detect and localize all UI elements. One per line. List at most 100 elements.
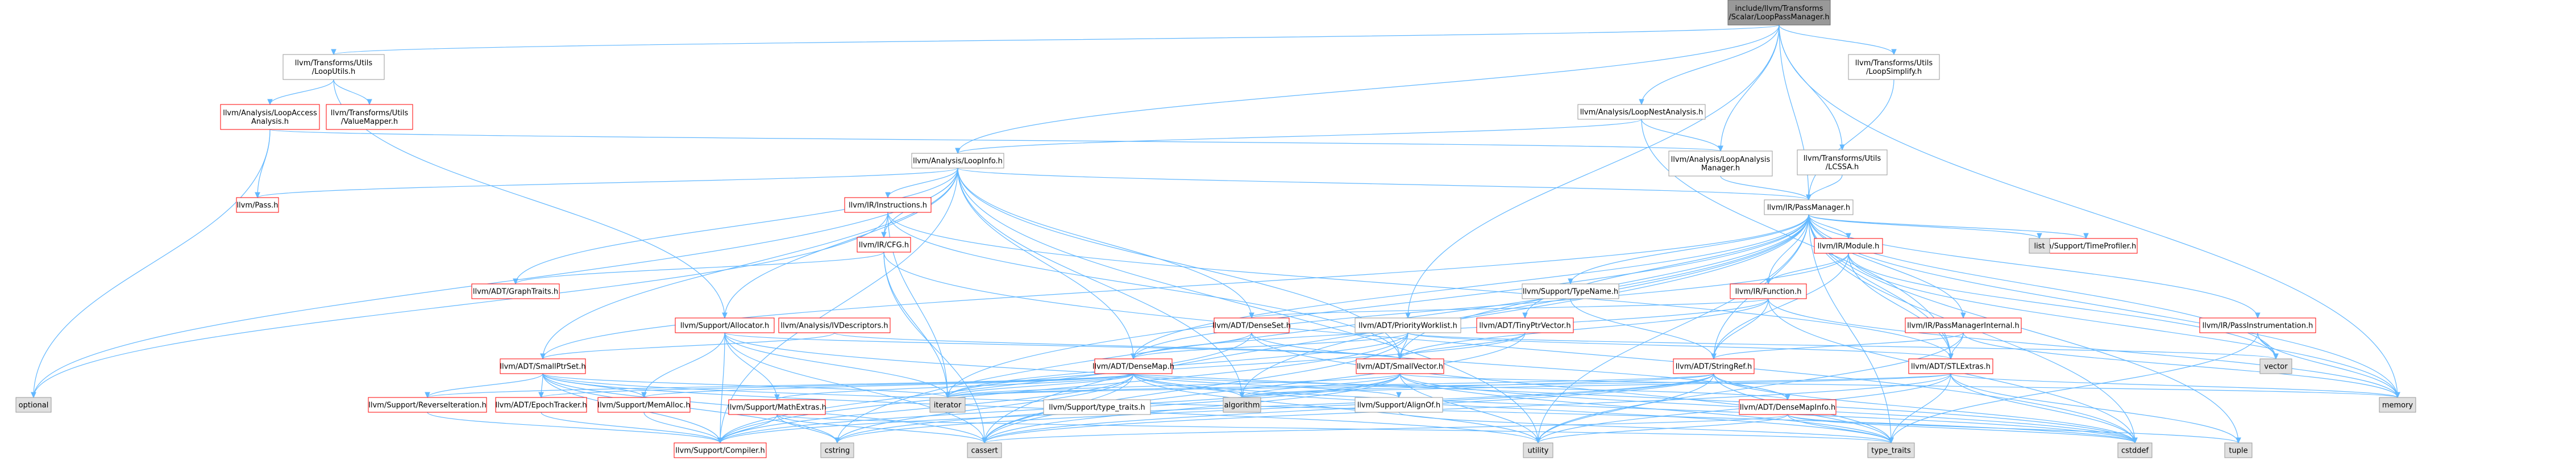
node-epochtracker[interactable]: llvm/ADT/EpochTracker.h (495, 397, 587, 413)
node-graphtraits[interactable]: llvm/ADT/GraphTraits.h (471, 283, 560, 299)
edge-densemap-to-cstddef (1133, 373, 2138, 444)
node-label-loopnest-0: llvm/Analysis/LoopNestAnalysis.h (1580, 108, 1704, 117)
node-tuple[interactable]: tuple (2224, 442, 2253, 458)
node-allocator[interactable]: llvm/Support/Allocator.h (675, 317, 775, 333)
node-tinyptrvector[interactable]: llvm/ADT/TinyPtrVector.h (1476, 317, 1574, 333)
node-compiler[interactable]: llvm/Support/Compiler.h (674, 442, 767, 458)
node-label-module-0: llvm/IR/Module.h (1818, 242, 1880, 251)
edge-root-to-memory (1779, 24, 2400, 399)
edge-densemap-to-mathextras (774, 373, 1134, 401)
node-label-epochtracker-0: llvm/ADT/EpochTracker.h (495, 401, 587, 410)
node-label-cstring-0: cstring (825, 447, 850, 455)
node-label-denseset-0: llvm/ADT/DenseSet.h (1212, 322, 1291, 330)
node-label-ivdescriptors-0: llvm/Analysis/IVDescriptors.h (780, 322, 888, 330)
edge-stlextras-to-algorithm (1239, 373, 1951, 399)
node-label-looputils-1: /LoopUtils.h (312, 68, 356, 76)
node-cstddef[interactable]: cstddef (2117, 442, 2153, 458)
node-smallptrset[interactable]: llvm/ADT/SmallPtrSet.h (500, 358, 586, 374)
edge-loopinfo-to-optional (31, 168, 958, 399)
edge-stringref-to-algorithm (1239, 373, 1714, 399)
node-mathextras[interactable]: llvm/Support/MathExtras.h (728, 399, 826, 415)
node-cfg[interactable]: llvm/IR/CFG.h (857, 237, 911, 253)
node-densemap[interactable]: llvm/ADT/DenseMap.h (1092, 358, 1174, 374)
node-label-stlextras-0: llvm/ADT/STLExtras.h (1911, 363, 1991, 371)
edge-root-to-loopanalysismgr (1718, 24, 1780, 152)
node-list[interactable]: list (2029, 238, 2050, 254)
edge-passmanager-to-list (1808, 214, 2042, 240)
node-label-valuemapper-1: /ValueMapper.h (341, 118, 398, 126)
node-label-lcssa-0: llvm/Transforms/Utils (1804, 154, 1881, 163)
node-root[interactable]: include/llvm/Transforms/Scalar/LoopPassM… (1727, 0, 1831, 26)
node-label-timeprofiler-0: llvm/Support/TimeProfiler.h (2036, 242, 2137, 251)
node-label-compiler-0: llvm/Support/Compiler.h (675, 447, 765, 455)
edge-lcssa-to-passmanager (1806, 174, 1843, 201)
node-alignof[interactable]: llvm/Support/AlignOf.h (1355, 397, 1443, 413)
node-passmanager[interactable]: llvm/IR/PassManager.h (1764, 199, 1854, 215)
node-instructions[interactable]: llvm/IR/Instructions.h (844, 197, 932, 213)
node-cstring[interactable]: cstring (820, 442, 854, 458)
node-label-loopaccess-1: Analysis.h (251, 118, 289, 126)
node-loopsimplify[interactable]: llvm/Transforms/Utils/LoopSimplify.h (1848, 54, 1940, 80)
node-typename[interactable]: llvm/Support/TypeName.h (1522, 283, 1619, 299)
node-ivdescriptors[interactable]: llvm/Analysis/IVDescriptors.h (778, 317, 891, 333)
node-stringref[interactable]: llvm/ADT/StringRef.h (1673, 358, 1755, 374)
node-reverseiteration[interactable]: llvm/Support/ReverseIteration.h (368, 397, 487, 413)
node-label-loopanalysismgr-0: llvm/Analysis/LoopAnalysis (1671, 156, 1771, 164)
node-vector[interactable]: vector (2259, 358, 2292, 374)
node-label-memory-0: memory (2382, 401, 2413, 410)
node-stlextras[interactable]: llvm/ADT/STLExtras.h (1908, 358, 1993, 374)
node-optional[interactable]: optional (15, 397, 52, 413)
node-looputils[interactable]: llvm/Transforms/Utils/LoopUtils.h (282, 54, 385, 80)
edge-tinyptrvector-to-smallvector (1397, 332, 1526, 360)
node-label-densemapinfo-0: llvm/ADT/DenseMapInfo.h (1740, 404, 1835, 412)
node-memalloc[interactable]: llvm/Support/MemAlloc.h (597, 397, 691, 413)
edge-passmanager-to-timeprofiler (1808, 214, 2089, 240)
node-smallvector[interactable]: llvm/ADT/SmallVector.h (1356, 358, 1444, 374)
node-module[interactable]: llvm/IR/Module.h (1814, 238, 1883, 254)
node-algorithm[interactable]: algorithm (1223, 397, 1261, 413)
node-label-pass-0: llvm/Pass.h (236, 202, 278, 210)
node-passmanagerinternal[interactable]: llvm/IR/PassManagerInternal.h (1905, 317, 2022, 333)
edge-passmanager-to-passinstrumentation (1808, 214, 2261, 319)
node-pass[interactable]: llvm/Pass.h (236, 197, 279, 213)
node-utility[interactable]: utility (1523, 442, 1553, 458)
node-cassert[interactable]: cassert (967, 442, 1002, 458)
edge-passmanager-to-module (1808, 214, 1851, 240)
node-function[interactable]: llvm/IR/Function.h (1730, 283, 1807, 299)
edge-cfg-to-graphtraits (513, 252, 884, 285)
edges-layer (31, 24, 2400, 444)
edge-loopinfo-to-allocator (722, 168, 958, 319)
node-iterator[interactable]: iterator (929, 397, 966, 413)
node-timeprofiler[interactable]: llvm/Support/TimeProfiler.h (2034, 238, 2138, 254)
node-label-smallvector-0: llvm/ADT/SmallVector.h (1357, 363, 1443, 371)
node-label-utility-0: utility (1528, 447, 1549, 455)
node-passinstrumentation[interactable]: llvm/IR/PassInstrumentation.h (2199, 317, 2316, 333)
node-label-mathextras-0: llvm/Support/MathExtras.h (728, 404, 826, 412)
node-priorityworklist[interactable]: llvm/ADT/PriorityWorklist.h (1355, 317, 1461, 333)
node-label-looputils-0: llvm/Transforms/Utils (295, 59, 373, 68)
edge-module-to-stlextras (1848, 253, 1954, 360)
node-valuemapper[interactable]: llvm/Transforms/Utils/ValueMapper.h (326, 104, 413, 130)
edge-densemapinfo-to-utility (1535, 414, 1788, 444)
edge-passmanagerinternal-to-utility (1535, 332, 1964, 444)
edge-smallptrset-to-reverseiteration (425, 373, 543, 399)
node-lcssa[interactable]: llvm/Transforms/Utils/LCSSA.h (1797, 149, 1888, 175)
node-label-loopaccess-0: llvm/Analysis/LoopAccess (223, 109, 317, 118)
edge-instructions-to-optional (31, 212, 888, 399)
node-denseset[interactable]: llvm/ADT/DenseSet.h (1212, 317, 1291, 333)
edge-cfg-to-iterator (883, 252, 950, 399)
node-label-passmanagerinternal-0: llvm/IR/PassManagerInternal.h (1907, 322, 2019, 330)
node-type_traits[interactable]: type_traits (1867, 442, 1915, 458)
node-densemapinfo[interactable]: llvm/ADT/DenseMapInfo.h (1739, 399, 1837, 415)
node-typetraits_llvm[interactable]: llvm/Support/type_traits.h (1043, 399, 1151, 415)
edge-looputils-to-valuemapper (333, 79, 372, 106)
edge-densemap-to-epochtracker (538, 373, 1134, 399)
node-loopnest[interactable]: llvm/Analysis/LoopNestAnalysis.h (1577, 104, 1706, 120)
node-loopinfo[interactable]: llvm/Analysis/LoopInfo.h (911, 153, 1004, 169)
edge-passmanager-to-stlextras (1808, 214, 1954, 360)
edge-densemap-to-reverseiteration (425, 373, 1134, 399)
edge-loopaccess-to-optional (31, 129, 271, 399)
node-memory[interactable]: memory (2379, 397, 2416, 413)
